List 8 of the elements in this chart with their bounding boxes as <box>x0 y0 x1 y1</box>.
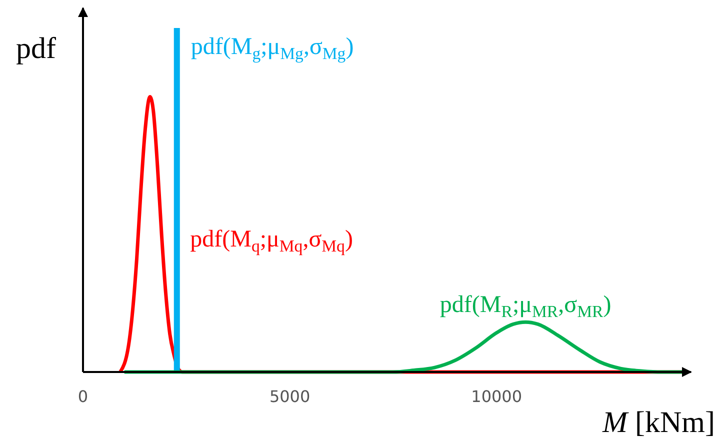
x-axis-title: M [kNm] <box>602 406 715 439</box>
series-label: pdf(M$_{q}$;μ$_{Mq}$,σ$_{Mq}$) <box>190 226 353 256</box>
series-label: pdf(M$_{R}$;μ$_{MR}$,σ$_{MR}$) <box>440 292 612 322</box>
x-tick-label: 10000 <box>471 387 522 406</box>
y-axis-title: pdf <box>16 32 56 65</box>
x-tick-label: 0 <box>78 387 88 406</box>
series-label: pdf(M$_{g}$;μ$_{Mg}$,σ$_{Mg}$) <box>190 34 354 64</box>
x-tick-label: 5000 <box>269 387 310 406</box>
